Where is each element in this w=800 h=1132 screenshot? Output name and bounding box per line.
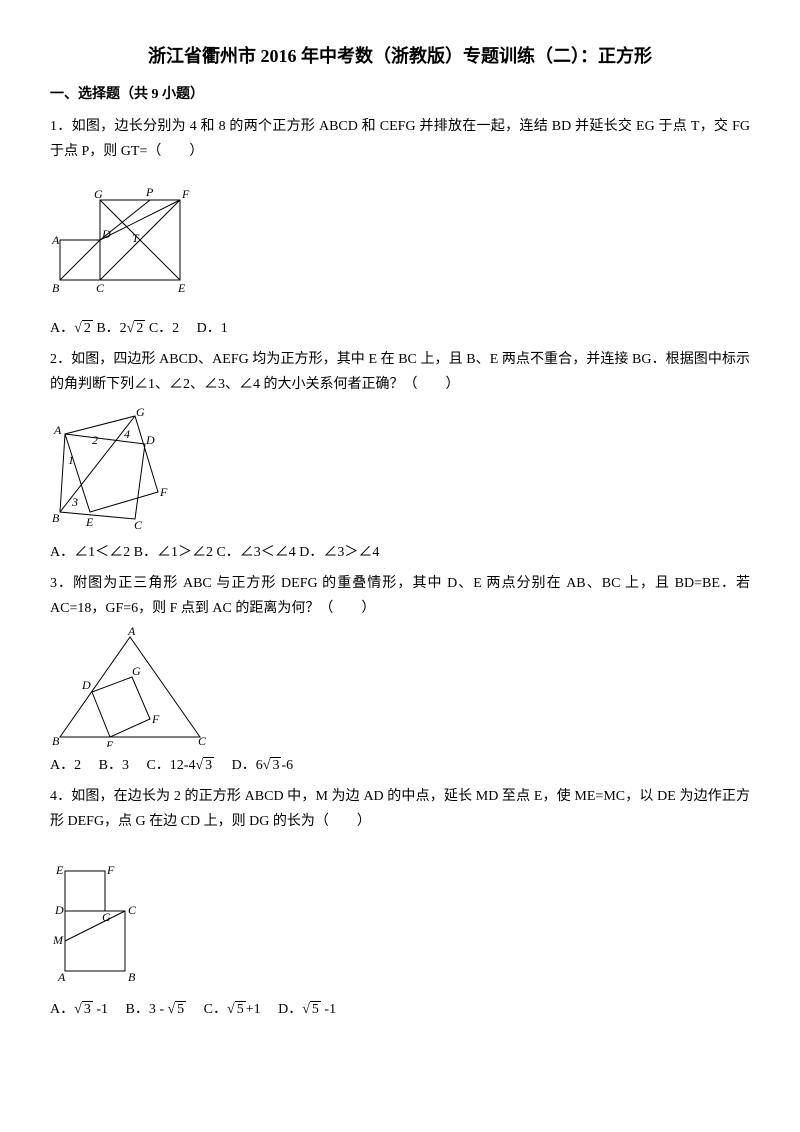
opt-d-post: -6 (281, 758, 293, 773)
question-2-options: A．∠1＜∠2 B．∠1＞∠2 C．∠3＜∠4 D．∠3＞∠4 (50, 540, 750, 565)
svg-text:F: F (151, 712, 160, 726)
opt-a-sqrt: 3 (82, 1001, 93, 1017)
opt-b-sqrt: 5 (175, 1001, 186, 1017)
opt-c-post: +1 (246, 1002, 261, 1017)
opt-d: D．1 (183, 321, 228, 336)
section-header: 一、选择题（共 9 小题） (50, 82, 750, 107)
opt-c-sqrt: 3 (203, 757, 214, 773)
svg-text:D: D (54, 903, 64, 917)
question-4-figure: E F D C G M A B (50, 841, 750, 991)
svg-text:G: G (136, 405, 145, 419)
opt-a-pre: A． (50, 321, 74, 336)
opt-c: C．2 (149, 321, 179, 336)
svg-text:F: F (181, 187, 190, 201)
opt-d-post: -1 (321, 1002, 336, 1017)
svg-text:E: E (177, 281, 186, 295)
svg-text:A: A (51, 233, 60, 247)
svg-text:C: C (198, 734, 207, 747)
opt-a-sqrt: 2 (82, 320, 93, 336)
svg-text:D: D (81, 678, 91, 692)
svg-text:2: 2 (92, 433, 98, 447)
opt-b-pre: B．3 - (111, 1002, 167, 1017)
opt-b: B．3 (85, 758, 129, 773)
question-3-figure: A B C D E F G (50, 627, 750, 747)
opt-d-pre: D．6 (218, 758, 263, 773)
svg-text:F: F (159, 485, 168, 499)
svg-text:P: P (145, 185, 154, 199)
svg-text:B: B (52, 734, 60, 747)
opt-b-sqrt: 2 (134, 320, 145, 336)
svg-text:C: C (134, 518, 143, 532)
svg-text:G: G (132, 664, 141, 678)
opt-d-pre: D． (264, 1002, 302, 1017)
question-1-text: 1．如图，边长分别为 4 和 8 的两个正方形 ABCD 和 CEFG 并排放在… (50, 114, 750, 164)
opt-c-sqrt: 5 (235, 1001, 246, 1017)
question-3-options: A．2 B．3 C．12-4√3 D．6√3-6 (50, 753, 750, 778)
svg-text:1: 1 (68, 453, 74, 467)
svg-text:F: F (106, 863, 115, 877)
question-2-text: 2．如图，四边形 ABCD、AEFG 均为正方形，其中 E 在 BC 上，且 B… (50, 347, 750, 397)
opt-d-sqrt: 3 (270, 757, 281, 773)
svg-text:C: C (128, 903, 137, 917)
svg-text:B: B (128, 970, 136, 984)
question-3-text: 3．附图为正三角形 ABC 与正方形 DEFG 的重叠情形，其中 D、E 两点分… (50, 571, 750, 621)
svg-text:G: G (102, 910, 111, 924)
question-4-options: A．√3 -1 B．3 - √5 C．√5+1 D．√5 -1 (50, 997, 750, 1022)
question-2-figure: A B C D E F G 1 2 3 4 (50, 404, 750, 534)
svg-text:B: B (52, 281, 60, 295)
opt-a: A．2 (50, 758, 81, 773)
svg-text:E: E (55, 863, 64, 877)
svg-text:E: E (105, 738, 114, 747)
svg-text:D: D (145, 433, 155, 447)
svg-text:E: E (85, 515, 94, 529)
question-1-figure: A D B C G P F E T (50, 170, 750, 310)
svg-text:A: A (57, 970, 66, 984)
page-title: 浙江省衢州市 2016 年中考数（浙教版）专题训练（二）：正方形 (50, 40, 750, 72)
svg-text:C: C (96, 281, 105, 295)
opt-d-sqrt: 5 (310, 1001, 321, 1017)
svg-text:B: B (52, 511, 60, 525)
svg-text:A: A (127, 627, 136, 638)
svg-text:A: A (53, 423, 62, 437)
opt-c-pre: C． (190, 1002, 227, 1017)
svg-text:M: M (52, 933, 64, 947)
opt-b-pre: B．2 (96, 321, 126, 336)
opt-c-pre: C．12-4 (132, 758, 195, 773)
svg-text:G: G (94, 187, 103, 201)
question-4-text: 4．如图，在边长为 2 的正方形 ABCD 中，M 为边 AD 的中点，延长 M… (50, 784, 750, 834)
svg-text:3: 3 (71, 495, 78, 509)
svg-text:T: T (132, 231, 140, 245)
svg-text:D: D (101, 227, 111, 241)
opt-a-pre: A． (50, 1002, 74, 1017)
opt-a-post: -1 (93, 1002, 108, 1017)
question-1-options: A．√2 B．2√2 C．2 D．1 (50, 316, 750, 341)
svg-text:4: 4 (124, 427, 130, 441)
